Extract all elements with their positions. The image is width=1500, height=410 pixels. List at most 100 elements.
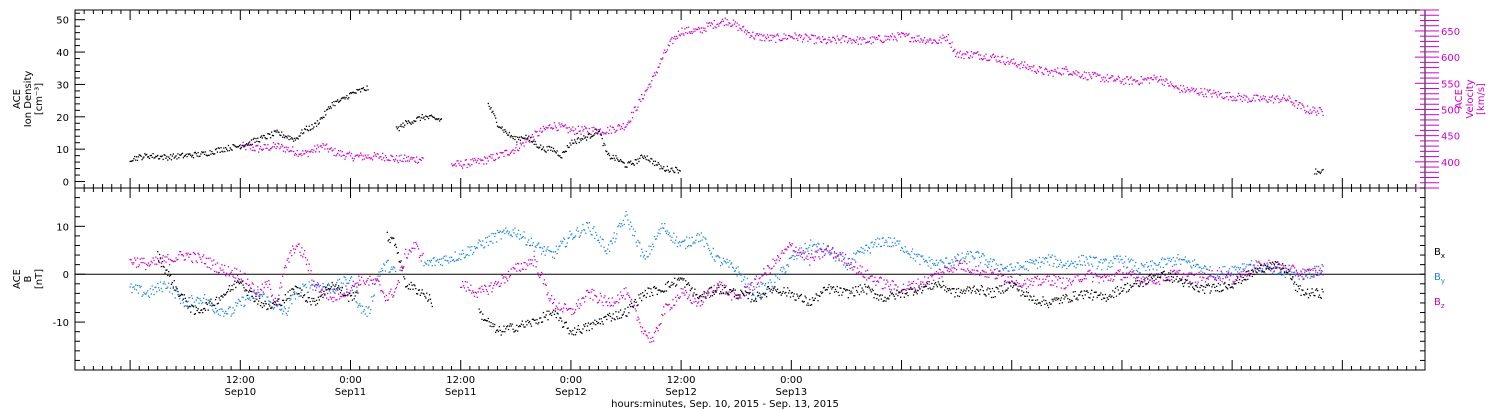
- bz-point: [138, 264, 140, 266]
- bz-point: [539, 276, 541, 279]
- bz-point: [481, 285, 483, 287]
- bz-point: [679, 296, 681, 298]
- by-point: [1031, 259, 1033, 261]
- velocity-point: [911, 37, 914, 39]
- by-point: [285, 312, 287, 314]
- bz-point: [1036, 275, 1039, 277]
- bz-point: [689, 299, 692, 301]
- velocity-point: [613, 128, 615, 131]
- by-point: [773, 286, 775, 288]
- bz-point: [861, 266, 863, 268]
- bz-point: [396, 283, 399, 285]
- by-point: [348, 282, 350, 284]
- velocity-point: [539, 130, 541, 132]
- velocity-point: [337, 152, 339, 155]
- by-point: [787, 265, 790, 268]
- by-point: [322, 282, 324, 285]
- bz-point: [930, 274, 932, 276]
- by-point: [236, 302, 239, 304]
- density-point: [231, 149, 233, 151]
- velocity-point: [1208, 89, 1210, 92]
- density-point: [537, 146, 539, 148]
- velocity-point: [1232, 95, 1234, 98]
- velocity-point: [1076, 74, 1078, 76]
- by-point: [279, 308, 281, 311]
- density-point: [655, 164, 658, 166]
- density-point: [677, 172, 680, 174]
- by-point: [1057, 265, 1060, 268]
- density-point: [295, 137, 298, 139]
- bz-point: [527, 265, 529, 267]
- bz-point: [323, 292, 325, 295]
- by-point: [987, 261, 989, 263]
- bz-point: [1293, 267, 1296, 269]
- by-point: [758, 285, 760, 288]
- by-point: [613, 232, 615, 234]
- by-point: [669, 235, 671, 237]
- bz-point: [556, 307, 558, 309]
- velocity-point: [1293, 105, 1296, 107]
- velocity-point: [306, 150, 309, 152]
- velocity-point: [268, 149, 270, 151]
- density-point: [277, 131, 279, 133]
- bz-point: [855, 272, 858, 274]
- by-point: [775, 275, 777, 277]
- by-point: [659, 233, 661, 235]
- by-point: [1195, 264, 1198, 266]
- density-point: [406, 122, 409, 125]
- density-point: [299, 135, 301, 137]
- by-point: [991, 260, 994, 263]
- bz-point: [371, 279, 373, 282]
- velocity-point: [551, 128, 554, 130]
- by-point: [578, 236, 580, 238]
- bz-point: [166, 256, 168, 258]
- velocity-point: [255, 145, 257, 147]
- density-point: [365, 89, 367, 91]
- by-point: [140, 285, 142, 287]
- bz-point: [778, 259, 781, 262]
- bz-point: [917, 278, 919, 280]
- bz-point: [145, 268, 147, 271]
- density-point: [347, 98, 349, 100]
- by-point: [641, 248, 643, 250]
- bz-point: [1240, 276, 1243, 278]
- velocity-point: [973, 52, 975, 54]
- velocity-point: [1153, 74, 1155, 76]
- bz-point: [928, 283, 930, 285]
- by-point: [877, 237, 879, 239]
- bz-point: [234, 267, 236, 269]
- by-point: [1162, 266, 1164, 269]
- bz-point: [1051, 280, 1053, 282]
- density-point: [281, 131, 283, 133]
- density-point: [492, 110, 494, 112]
- by-point: [720, 264, 722, 267]
- by-point: [1183, 259, 1186, 261]
- bz-point: [785, 248, 787, 250]
- velocity-point: [545, 126, 547, 128]
- velocity-point: [1223, 98, 1225, 100]
- bz-point: [567, 308, 569, 310]
- by-point: [194, 304, 197, 307]
- velocity-point: [269, 149, 271, 151]
- density-point: [434, 117, 436, 120]
- bz-point: [814, 256, 816, 258]
- velocity-point: [1064, 68, 1066, 70]
- by-point: [1139, 272, 1142, 274]
- bz-point: [918, 284, 920, 287]
- velocity-point: [807, 40, 809, 42]
- velocity-point: [244, 144, 246, 147]
- velocity-point: [1150, 77, 1153, 79]
- by-point: [778, 278, 781, 280]
- by-point: [754, 297, 757, 299]
- bz-point: [133, 262, 135, 264]
- density-point: [306, 129, 309, 131]
- density-point: [1319, 172, 1322, 175]
- velocity-point: [1131, 83, 1133, 85]
- bz-point: [1107, 279, 1109, 281]
- by-point: [545, 250, 547, 252]
- velocity-point: [1173, 87, 1175, 89]
- bz-point: [995, 277, 997, 279]
- density-point: [490, 106, 492, 109]
- bz-point: [615, 301, 617, 303]
- bz-point: [966, 263, 968, 265]
